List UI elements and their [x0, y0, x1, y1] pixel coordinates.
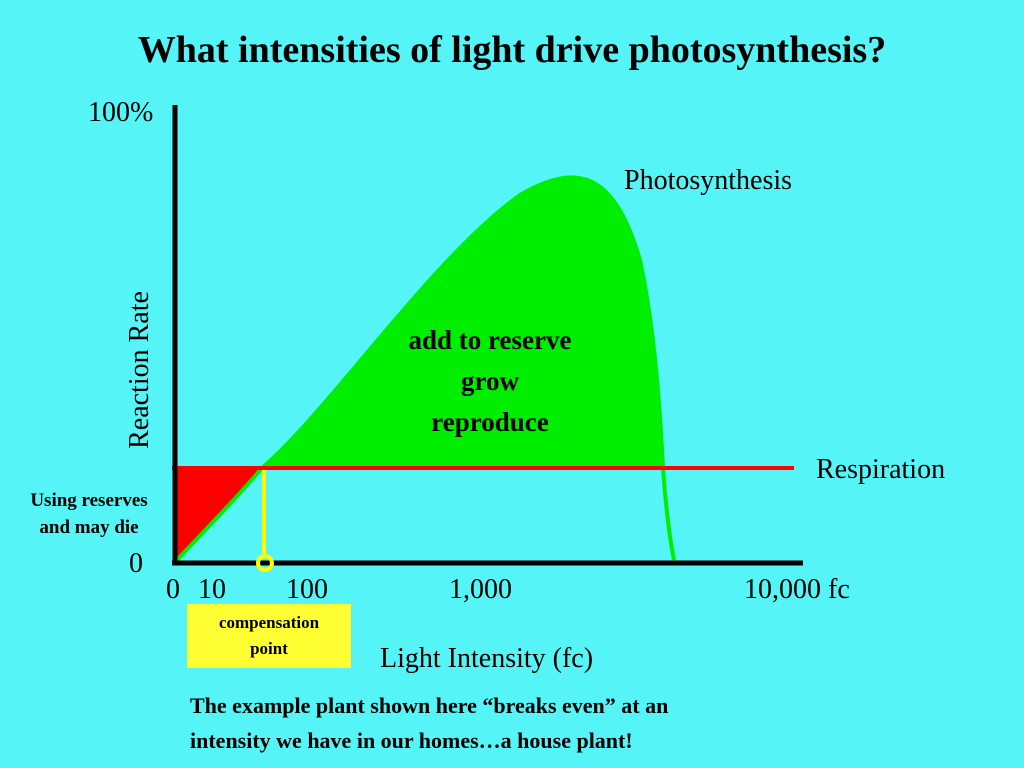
footer-line: intensity we have in our homes…a house p…: [190, 728, 633, 753]
y-axis-title: Reaction Rate: [124, 291, 155, 449]
respiration-series-label: Respiration: [816, 454, 946, 485]
page-title: What intensities of light drive photosyn…: [137, 29, 887, 71]
footer-line: The example plant shown here “breaks eve…: [190, 693, 669, 718]
x-tick-label: 10,000 fc: [744, 574, 850, 605]
compensation-point-line: compensation: [218, 613, 320, 632]
x-tick-label: 10: [198, 574, 226, 605]
photosynthesis-series-label: Photosynthesis: [624, 165, 793, 196]
compensation-point-line: point: [250, 639, 288, 658]
photosynthesis-surplus-area: [262, 177, 663, 468]
y-axis-max-label: 100%: [88, 97, 154, 128]
surplus-annotation: add to reserve grow reproduce: [390, 320, 590, 443]
x-axis-title: Light Intensity (fc): [380, 643, 594, 674]
footer-note: The example plant shown here “breaks eve…: [190, 688, 850, 758]
surplus-annotation-line: grow: [461, 366, 519, 396]
deficit-annotation-line: Using reserves: [30, 490, 148, 511]
compensation-point-box: compensation point: [187, 604, 351, 668]
surplus-annotation-line: reproduce: [431, 407, 549, 437]
deficit-annotation-line: and may die: [39, 517, 139, 538]
deficit-annotation: Using reserves and may die: [4, 487, 174, 541]
x-tick-label: 100: [286, 574, 328, 605]
surplus-annotation-line: add to reserve: [408, 325, 572, 355]
x-tick-label: 0: [166, 574, 180, 605]
y-axis-zero-label: 0: [129, 548, 143, 579]
compensation-point-marker: [256, 554, 274, 572]
x-tick-label: 1,000: [449, 574, 512, 605]
